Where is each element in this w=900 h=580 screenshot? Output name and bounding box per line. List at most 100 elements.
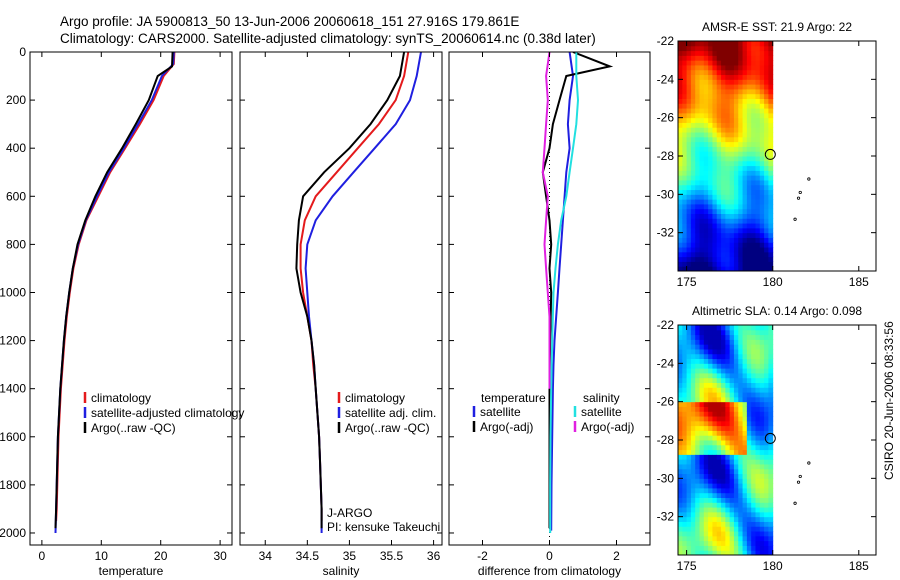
heatmap-cell bbox=[712, 430, 718, 436]
heatmap-cell bbox=[738, 473, 744, 479]
heatmap-cell bbox=[678, 218, 683, 224]
heatmap-cell bbox=[751, 179, 756, 186]
heatmap-cell bbox=[686, 540, 692, 546]
heatmap-cell bbox=[729, 420, 735, 427]
heatmap-cell bbox=[746, 74, 752, 80]
heatmap-cell bbox=[768, 55, 774, 61]
heatmap-cell bbox=[721, 64, 726, 71]
heatmap-cell bbox=[742, 247, 748, 253]
heatmap-cell bbox=[721, 223, 726, 229]
heatmap-cell bbox=[690, 237, 696, 243]
heatmap-cell bbox=[755, 339, 761, 345]
heatmap-cell bbox=[746, 526, 752, 532]
heatmap-cell bbox=[768, 420, 774, 427]
heatmap-cell bbox=[764, 251, 769, 258]
heatmap-cell bbox=[725, 526, 731, 532]
heatmap-cell bbox=[742, 406, 748, 412]
heatmap-cell bbox=[725, 84, 731, 90]
heatmap-cell bbox=[751, 156, 756, 162]
heatmap-cell bbox=[729, 50, 735, 56]
heatmap-cell bbox=[738, 213, 744, 219]
heatmap-cell bbox=[729, 141, 735, 147]
heatmap-cell bbox=[695, 69, 701, 76]
heatmap-cell bbox=[742, 232, 748, 238]
heatmap-cell bbox=[759, 363, 765, 369]
heatmap-cell bbox=[708, 156, 713, 162]
heatmap-cell bbox=[699, 88, 705, 95]
heatmap-cell bbox=[708, 256, 713, 262]
heatmap-cell bbox=[742, 146, 748, 152]
heatmap-cell bbox=[690, 213, 696, 219]
heatmap-cell bbox=[721, 117, 726, 123]
heatmap-cell bbox=[729, 430, 735, 436]
heatmap-cell bbox=[759, 203, 765, 210]
heatmap-cell bbox=[712, 146, 718, 152]
heatmap-cell bbox=[712, 170, 718, 176]
heatmap-cell bbox=[682, 194, 688, 200]
heatmap-cell bbox=[682, 521, 688, 527]
heatmap-cell bbox=[768, 487, 774, 494]
heatmap-cell bbox=[768, 203, 774, 210]
heatmap-cell bbox=[721, 396, 726, 403]
heatmap-cell bbox=[733, 194, 739, 200]
heatmap-cell bbox=[682, 170, 688, 176]
heatmap-cell bbox=[764, 353, 769, 360]
heatmap-cell bbox=[699, 507, 705, 513]
series-line-salinity-0 bbox=[299, 52, 410, 521]
heatmap-cell bbox=[686, 406, 692, 412]
heatmap-cell bbox=[699, 127, 705, 133]
panel-temperature: 0 10 20 30020040060080010001200140016001800… bbox=[0, 45, 233, 578]
heatmap-cell bbox=[721, 98, 726, 104]
heatmap-cell bbox=[746, 454, 752, 460]
heatmap-cell bbox=[742, 425, 748, 431]
heatmap-cell bbox=[712, 325, 718, 331]
heatmap-cell bbox=[712, 136, 718, 143]
heatmap-cell bbox=[716, 516, 722, 522]
heatmap-cell bbox=[725, 368, 731, 374]
heatmap-cell bbox=[746, 502, 752, 508]
y-tick-label: 800 bbox=[6, 237, 26, 251]
heatmap-cell bbox=[764, 160, 769, 167]
heatmap-cell bbox=[682, 497, 688, 503]
heatmap-cell bbox=[690, 353, 696, 360]
heatmap-cell bbox=[708, 478, 713, 484]
heatmap-cell bbox=[716, 473, 722, 479]
heatmap-cell bbox=[716, 511, 722, 518]
heatmap-cell bbox=[695, 74, 701, 80]
heatmap-cell bbox=[755, 440, 761, 446]
heatmap-cell bbox=[764, 208, 769, 214]
heatmap-cell bbox=[678, 84, 683, 90]
heatmap-cell bbox=[699, 344, 705, 350]
heatmap-cell bbox=[716, 112, 722, 119]
heatmap-cell bbox=[738, 237, 744, 243]
heatmap-cell bbox=[686, 483, 692, 489]
heatmap-cell bbox=[725, 41, 731, 47]
heatmap-cell bbox=[768, 218, 774, 224]
heatmap-cell bbox=[690, 478, 696, 484]
heatmap-cell bbox=[733, 242, 739, 248]
heatmap-cell bbox=[699, 136, 705, 143]
heatmap-cell bbox=[716, 50, 722, 56]
heatmap-cell bbox=[729, 459, 735, 465]
heatmap-cell bbox=[708, 401, 713, 407]
heatmap-cell bbox=[686, 266, 692, 272]
heatmap-cell bbox=[755, 117, 761, 123]
heatmap-cell bbox=[686, 435, 692, 441]
heatmap-cell bbox=[742, 511, 748, 518]
heatmap-cell bbox=[751, 50, 756, 56]
heatmap-cell bbox=[733, 440, 739, 446]
heatmap-cell bbox=[746, 406, 752, 412]
heatmap-cell bbox=[690, 516, 696, 522]
heatmap-cell bbox=[725, 535, 731, 542]
heatmap-cell bbox=[733, 344, 739, 350]
heatmap-cell bbox=[738, 487, 744, 494]
heatmap-cell bbox=[759, 266, 765, 272]
heatmap-cell bbox=[721, 189, 726, 195]
heatmap-cell bbox=[725, 550, 731, 556]
heatmap-cell bbox=[751, 550, 756, 556]
x-tick-label: 36 bbox=[427, 549, 441, 563]
heatmap-cell bbox=[682, 454, 688, 460]
heatmap-cell bbox=[686, 511, 692, 518]
heatmap-cell bbox=[708, 50, 713, 56]
heatmap-cell bbox=[755, 112, 761, 119]
